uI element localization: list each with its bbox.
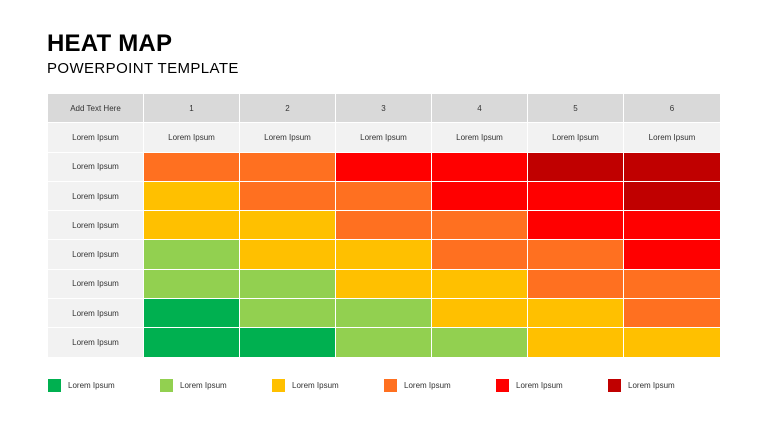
row-label: Lorem Ipsum [48, 328, 144, 358]
column-subheader: Lorem Ipsum [144, 123, 240, 153]
legend-label: Lorem Ipsum [628, 381, 675, 390]
legend-item: Lorem Ipsum [496, 379, 608, 392]
column-header: 6 [624, 94, 721, 124]
page-subtitle: POWERPOINT TEMPLATE [47, 60, 239, 77]
heat-cell [432, 181, 528, 212]
heat-cell [240, 211, 336, 241]
column-subheader: Lorem Ipsum [624, 123, 721, 153]
legend-swatch [496, 379, 509, 392]
heat-cell [528, 181, 624, 212]
heat-cell [528, 240, 624, 270]
subheader-label: Lorem Ipsum [48, 123, 144, 153]
column-subheader: Lorem Ipsum [432, 123, 528, 153]
column-header: 3 [336, 94, 432, 124]
legend-label: Lorem Ipsum [516, 381, 563, 390]
heat-cell [144, 152, 240, 182]
row-label: Lorem Ipsum [48, 211, 144, 241]
heat-cell [624, 299, 721, 329]
heat-cell [528, 211, 624, 241]
legend-item: Lorem Ipsum [160, 379, 272, 392]
legend-item: Lorem Ipsum [48, 379, 160, 392]
heat-cell [144, 181, 240, 212]
heat-cell [528, 152, 624, 182]
legend-label: Lorem Ipsum [68, 381, 115, 390]
legend-label: Lorem Ipsum [292, 381, 339, 390]
legend-swatch [384, 379, 397, 392]
heat-cell [528, 328, 624, 358]
heat-cell [624, 211, 721, 241]
legend-label: Lorem Ipsum [180, 381, 227, 390]
heat-cell [144, 211, 240, 241]
heat-map-legend: Lorem Ipsum Lorem Ipsum Lorem Ipsum Lorem I… [48, 379, 720, 392]
heat-cell [432, 211, 528, 241]
legend-item: Lorem Ipsum [384, 379, 496, 392]
heat-cell [624, 181, 721, 212]
heat-cell [240, 181, 336, 212]
column-subheader: Lorem Ipsum [336, 123, 432, 153]
heat-cell [432, 269, 528, 300]
heat-cell [624, 152, 721, 182]
heat-cell [240, 328, 336, 358]
legend-label: Lorem Ipsum [404, 381, 451, 390]
legend-item: Lorem Ipsum [272, 379, 384, 392]
heat-cell [144, 240, 240, 270]
heat-cell [528, 269, 624, 300]
heat-cell [432, 299, 528, 329]
heat-cell [144, 269, 240, 300]
heat-cell [432, 240, 528, 270]
row-label: Lorem Ipsum [48, 152, 144, 182]
column-header: 2 [240, 94, 336, 124]
legend-swatch [48, 379, 61, 392]
heat-cell [336, 299, 432, 329]
column-subheader: Lorem Ipsum [240, 123, 336, 153]
heat-cell [240, 269, 336, 300]
heat-map-table: Add Text Here 1 2 3 4 5 6 Lorem Ipsum Lorem Ipsu… [48, 94, 721, 358]
heat-cell [144, 328, 240, 358]
row-label: Lorem Ipsum [48, 299, 144, 329]
heat-cell [624, 240, 721, 270]
corner-header: Add Text Here [48, 94, 144, 124]
legend-swatch [608, 379, 621, 392]
heat-cell [624, 269, 721, 300]
heat-cell [336, 181, 432, 212]
heat-cell [336, 152, 432, 182]
heat-cell [336, 211, 432, 241]
heat-cell [240, 240, 336, 270]
column-header: 5 [528, 94, 624, 124]
page-title: HEAT MAP [47, 30, 173, 57]
heat-cell [528, 299, 624, 329]
row-label: Lorem Ipsum [48, 269, 144, 300]
legend-swatch [272, 379, 285, 392]
heat-cell [432, 152, 528, 182]
row-label: Lorem Ipsum [48, 181, 144, 212]
heat-cell [336, 269, 432, 300]
row-label: Lorem Ipsum [48, 240, 144, 270]
heat-cell [336, 328, 432, 358]
legend-swatch [160, 379, 173, 392]
heat-cell [624, 328, 721, 358]
heat-cell [144, 299, 240, 329]
heat-cell [432, 328, 528, 358]
heat-cell [336, 240, 432, 270]
heat-cell [240, 152, 336, 182]
column-header: 4 [432, 94, 528, 124]
heat-cell [240, 299, 336, 329]
column-header: 1 [144, 94, 240, 124]
legend-item: Lorem Ipsum [608, 379, 720, 392]
column-subheader: Lorem Ipsum [528, 123, 624, 153]
